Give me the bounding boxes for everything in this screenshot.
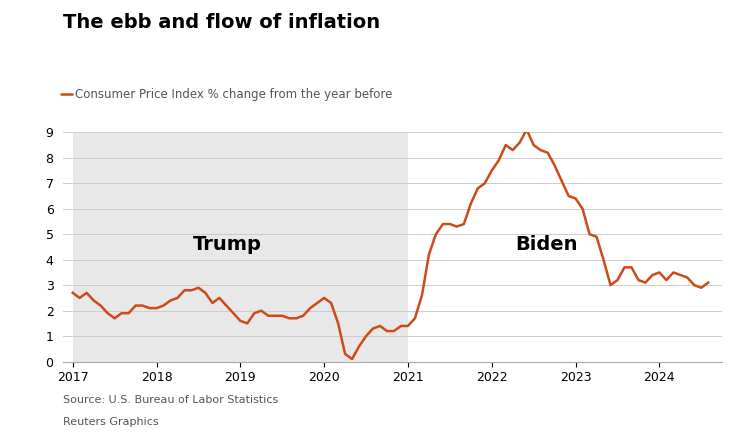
- Text: Trump: Trump: [193, 235, 262, 254]
- Text: Biden: Biden: [515, 235, 578, 254]
- Text: Source: U.S. Bureau of Labor Statistics: Source: U.S. Bureau of Labor Statistics: [63, 395, 278, 405]
- Text: Reuters Graphics: Reuters Graphics: [63, 417, 158, 427]
- Bar: [73, 132, 408, 362]
- Text: Consumer Price Index % change from the year before: Consumer Price Index % change from the y…: [75, 88, 393, 101]
- Text: The ebb and flow of inflation: The ebb and flow of inflation: [63, 13, 380, 32]
